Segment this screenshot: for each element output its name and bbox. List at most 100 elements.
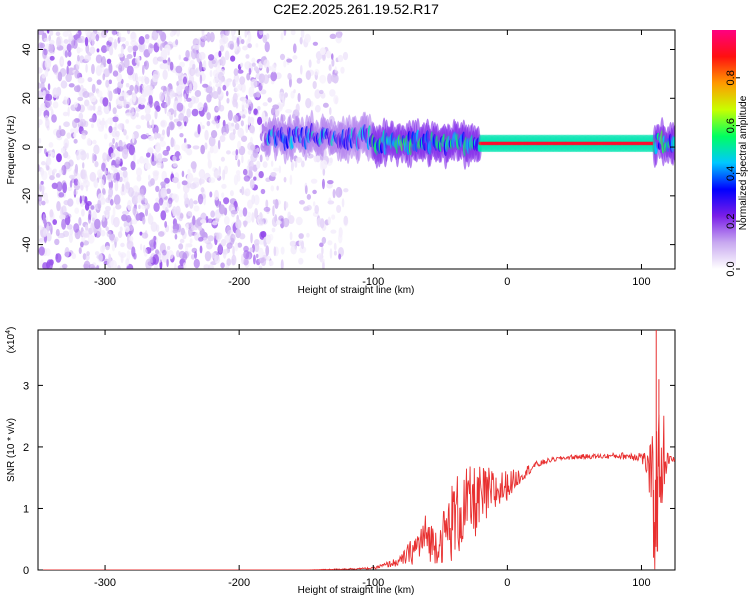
spectrogram-cell xyxy=(239,76,246,85)
spectrogram-cell xyxy=(173,144,181,152)
spectrogram-cell xyxy=(185,223,189,231)
spectrogram-cell xyxy=(80,241,84,248)
spectrogram-cell xyxy=(64,142,68,149)
spectrogram-cell xyxy=(115,204,122,210)
spectrogram-cell xyxy=(126,30,131,35)
spectrogram-cell xyxy=(76,46,81,54)
spectrogram-cell xyxy=(217,59,221,69)
spectrogram-cell xyxy=(189,198,194,209)
spectrogram-cell xyxy=(135,213,141,221)
spectrogram-cell xyxy=(106,230,112,238)
spectrogram-cell xyxy=(224,165,228,175)
spectrogram-cell xyxy=(251,62,256,67)
spectrogram-cell xyxy=(219,45,225,52)
spectrogram-cell xyxy=(140,200,145,205)
spectrogram-cell xyxy=(121,214,128,222)
spectrogram-cell xyxy=(267,97,273,103)
spectrogram-cell xyxy=(329,89,336,97)
spectrogram-cell xyxy=(251,57,256,64)
spectrogram-cell xyxy=(101,214,106,222)
spectrogram-cell xyxy=(66,43,72,52)
spectrogram-cell xyxy=(96,48,100,53)
spectrogram-cell xyxy=(287,215,295,225)
spectrogram-cell xyxy=(100,179,105,190)
spectrogram-cell xyxy=(206,120,211,127)
spectrogram-cell xyxy=(75,59,80,71)
spectrogram-cell xyxy=(214,189,219,201)
spectrogram-cell xyxy=(209,69,213,78)
spectrogram-cell xyxy=(59,214,66,220)
spectrogram-cell xyxy=(242,45,248,51)
spectrogram-cell xyxy=(215,213,222,218)
spectrogram-cell xyxy=(189,67,196,77)
spectrogram-cell xyxy=(56,153,62,163)
spectrogram-cell xyxy=(265,255,271,261)
spectrogram-cell xyxy=(180,227,185,236)
spectrogram-cell xyxy=(108,187,114,198)
spectrogram-cell xyxy=(179,61,185,68)
spectrogram-cell xyxy=(79,150,87,161)
spectrogram-cell xyxy=(293,89,296,94)
spectrogram-cell xyxy=(161,157,168,163)
spectrogram-cell xyxy=(124,225,130,233)
spectrogram-cell xyxy=(183,138,187,144)
snr-marks xyxy=(38,330,675,570)
spectrogram-cell xyxy=(100,30,108,38)
spectrogram-cell xyxy=(43,228,48,237)
spectrogram-cell xyxy=(221,192,225,199)
spectrogram-cell xyxy=(289,174,293,185)
spectrogram-cell xyxy=(192,63,196,70)
spectrogram-cell xyxy=(195,68,198,74)
snr-frame xyxy=(37,329,676,571)
spectrogram-cell xyxy=(290,90,295,99)
spectrogram-cell xyxy=(219,135,226,143)
snr-ylabel: SNR (10 * v/v) xyxy=(6,418,17,482)
spectrogram-cell xyxy=(248,160,255,172)
spectrogram-cell xyxy=(300,240,305,250)
spectrogram-cell xyxy=(312,201,316,207)
spectrogram-cell xyxy=(182,76,188,85)
spectrogram-cell xyxy=(319,159,324,170)
colorbar: 0.0 0.2 0.4 0.6 0.8 Normalized spectral ampl… xyxy=(712,30,749,277)
spectrogram-cell xyxy=(226,226,231,236)
spectrogram-cell xyxy=(235,218,242,230)
spectrogram-cell xyxy=(307,153,314,159)
snr-line xyxy=(38,414,675,570)
spectrogram-cell xyxy=(56,36,61,48)
spectrogram-cell xyxy=(65,73,72,83)
spectrogram-cell xyxy=(65,96,70,106)
spectrogram-cell xyxy=(156,133,161,139)
spectrogram-cell xyxy=(308,59,312,68)
spectrogram-cell xyxy=(125,40,130,47)
spectrogram-cell xyxy=(132,94,137,103)
spectrogram-cell xyxy=(38,119,43,126)
spectrogram-cell xyxy=(215,83,222,88)
snr-xtick-label: 0 xyxy=(504,577,510,589)
spectrogram-cell xyxy=(193,258,200,269)
spectrogram-cell xyxy=(164,177,170,184)
spectrogram-cell xyxy=(167,61,171,72)
spectrogram-cell xyxy=(183,192,188,201)
spectrogram-cell xyxy=(284,201,289,209)
spectrogram-cell xyxy=(265,199,269,209)
spectrogram-cell xyxy=(136,112,139,118)
spectrogram-cell xyxy=(232,245,235,256)
spectrogram-cell xyxy=(229,190,234,197)
spectrogram-cell xyxy=(236,206,240,212)
spectrogram-cell xyxy=(226,258,232,266)
spectrogram-cell xyxy=(313,155,319,163)
spectrogram-cell xyxy=(95,33,100,42)
colorbar-tick-label: 0.6 xyxy=(725,118,737,133)
spectrogram-xtick-label: -300 xyxy=(94,276,116,288)
spectrogram-cell xyxy=(87,77,93,83)
spectrogram-cell xyxy=(79,35,85,44)
spectrogram-cell xyxy=(139,231,143,236)
spectrogram-cell xyxy=(62,31,69,38)
spectrogram-cell xyxy=(48,151,55,158)
spectrogram-cell xyxy=(198,51,206,60)
spectrogram-cell xyxy=(155,249,160,255)
spectrogram-cell xyxy=(141,76,144,84)
spectrogram-cell xyxy=(175,39,179,46)
spectrogram-cell xyxy=(128,145,135,155)
snr-ytick-label: 1 xyxy=(23,503,29,515)
